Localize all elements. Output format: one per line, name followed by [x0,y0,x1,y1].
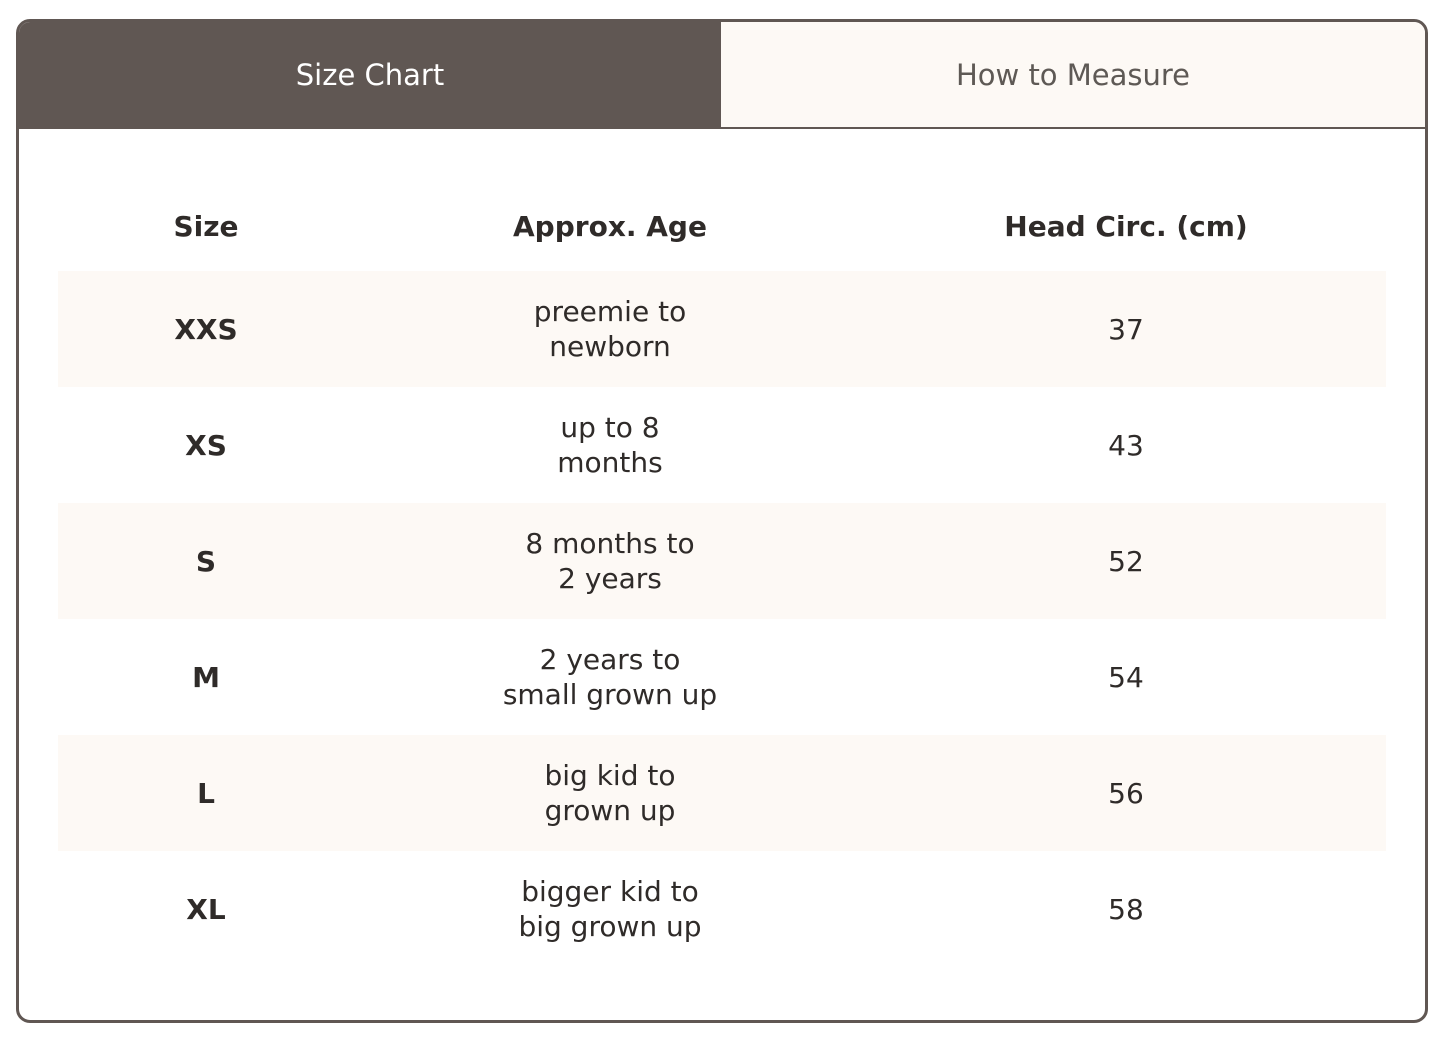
age-line: 2 years to [539,643,681,676]
age-cell: 2 years to small grown up [354,619,866,735]
size-cell: L [58,735,354,851]
tab-bar: Size Chart How to Measure [19,22,1425,129]
age-line: small grown up [502,678,718,711]
head-circ-cell: 58 [1108,892,1144,926]
age-line: 2 years [558,562,662,595]
header-age: Approx. Age [513,209,707,243]
size-chart-card: Size Chart How to Measure Size Approx. A… [16,19,1428,1023]
size-cell: M [192,660,220,694]
size-cell: XS [185,428,227,462]
age-cell: 8 months to 2 years [354,503,866,619]
age-cell: preemie to newborn [354,271,866,387]
age-line: up to 8 [560,411,660,444]
size-cell: XXS [58,271,354,387]
age-cell: bigger kid to big grown up [354,851,866,967]
table-header-row: Size Approx. Age Head Circ. (cm) [58,181,1386,271]
age-line: grown up [544,794,676,827]
table-row: XS up to 8 months 43 [58,387,1386,503]
head-circ-cell: 54 [1108,660,1144,694]
tab-size-chart[interactable]: Size Chart [19,22,721,127]
age-line: bigger kid to [521,875,699,908]
size-cell: S [58,503,354,619]
age-line: months [557,446,663,479]
header-size: Size [173,209,239,243]
age-line: newborn [549,330,671,363]
size-table: Size Approx. Age Head Circ. (cm) XXS pree… [58,181,1386,967]
table-row: XL bigger kid to big grown up 58 [58,851,1386,967]
table-row: XXS preemie to newborn 37 [58,271,1386,387]
age-line: big kid to [544,759,676,792]
size-cell: XL [186,892,226,926]
table-row: M 2 years to small grown up 54 [58,619,1386,735]
age-cell: up to 8 months [354,387,866,503]
head-circ-cell: 43 [1108,428,1144,462]
head-circ-cell: 52 [866,503,1386,619]
head-circ-cell: 56 [866,735,1386,851]
age-line: 8 months to [525,527,695,560]
age-line: preemie to [533,295,687,328]
age-cell: big kid to grown up [354,735,866,851]
header-head-circ: Head Circ. (cm) [1004,209,1248,243]
head-circ-cell: 37 [866,271,1386,387]
age-line: big grown up [518,910,702,943]
tab-how-to-measure[interactable]: How to Measure [721,22,1425,127]
